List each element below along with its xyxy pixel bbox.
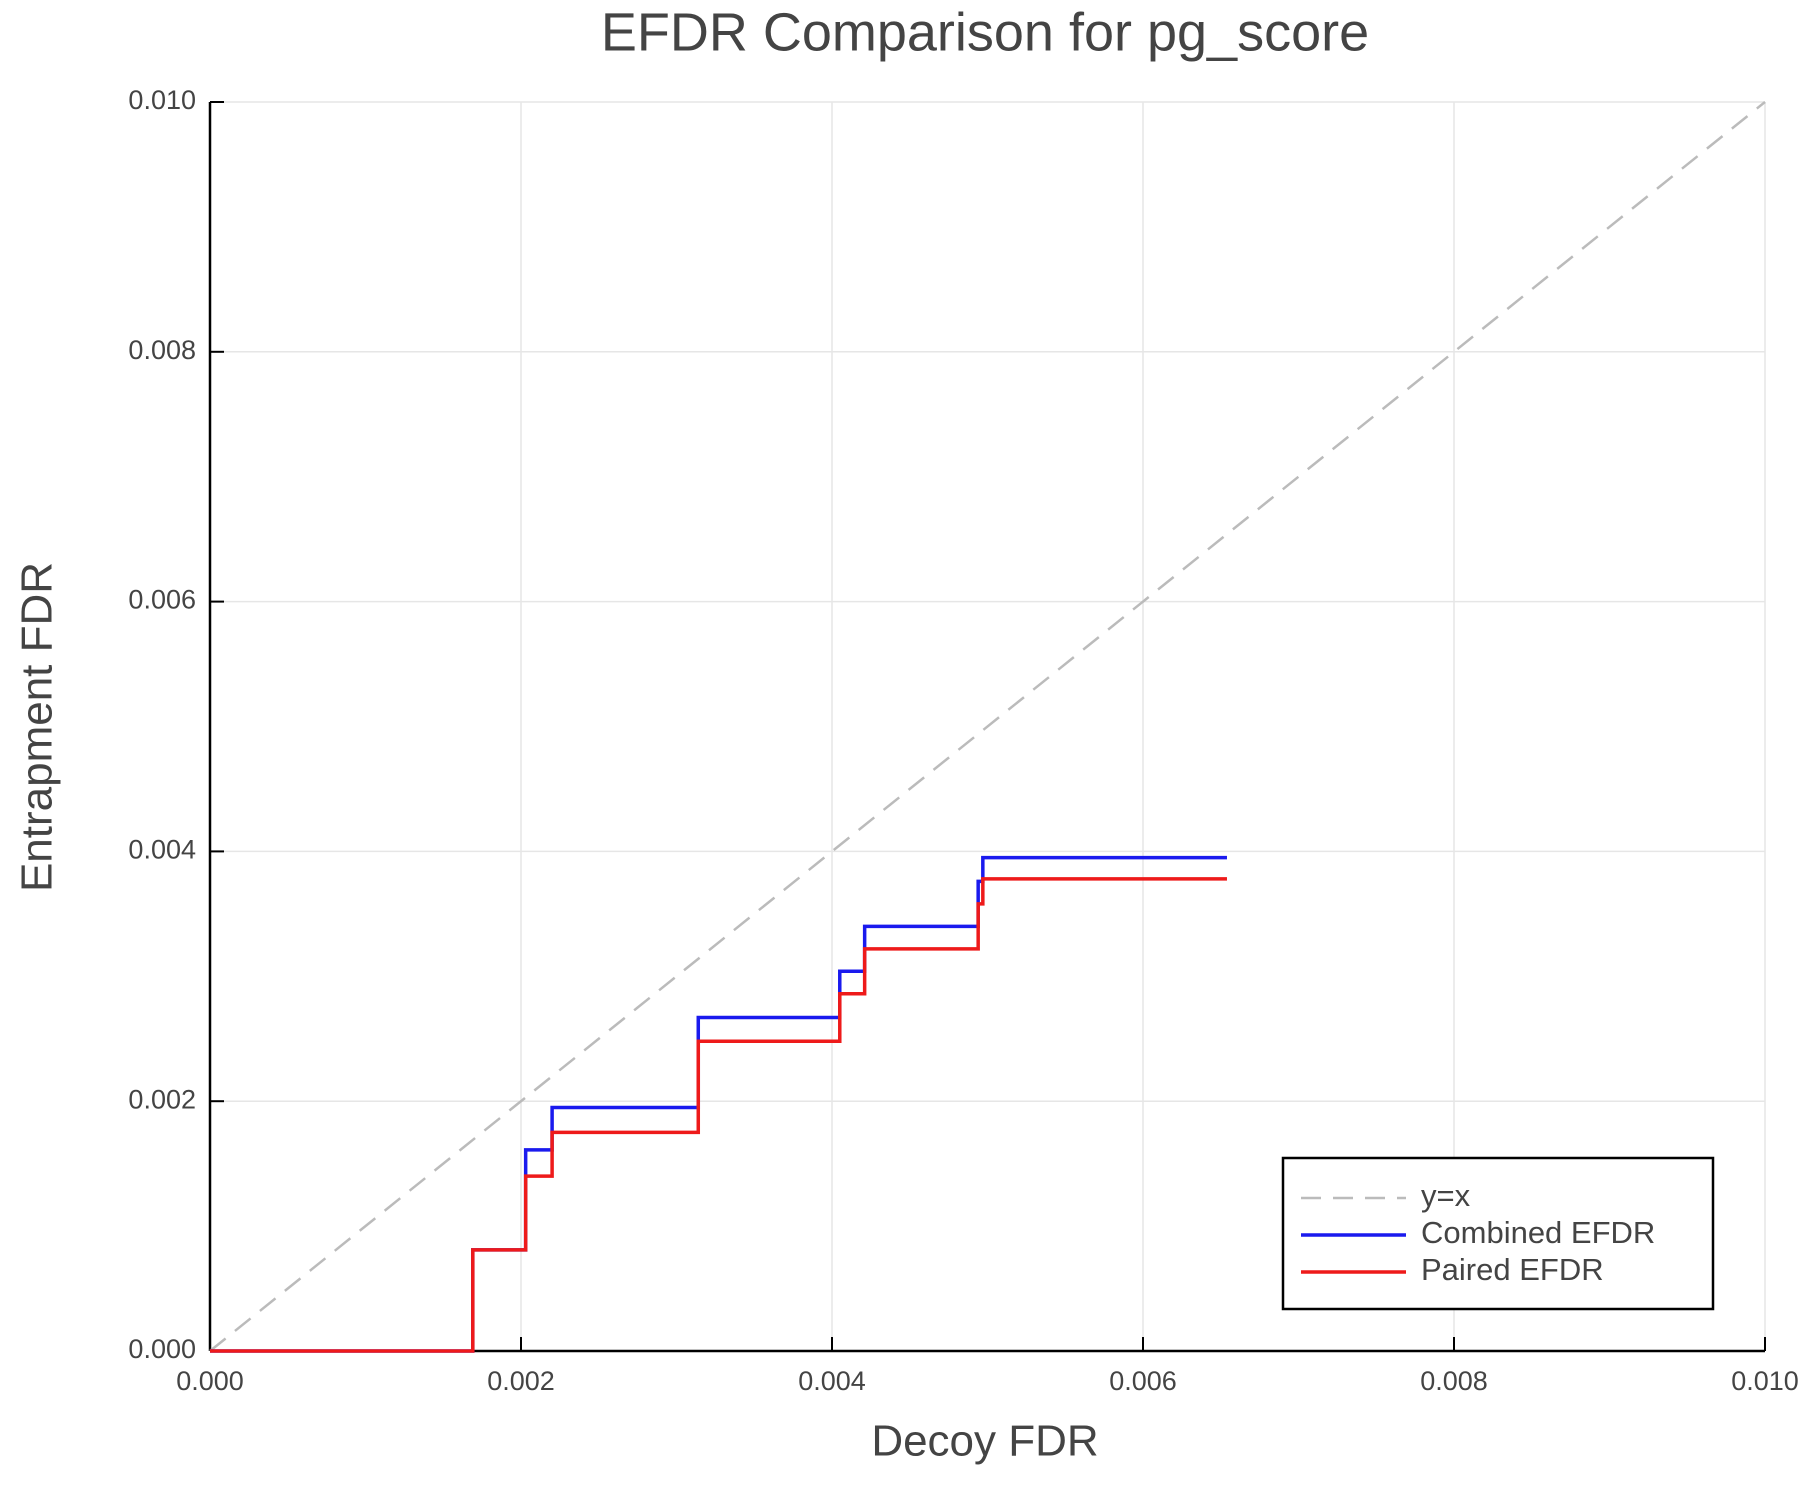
y-axis-label: Entrapment FDR [13,562,62,892]
x-axis-label: Decoy FDR [871,1417,1098,1466]
chart-title: EFDR Comparison for pg_score [601,2,1369,62]
y-tick-label: 0.010 [128,85,196,115]
legend-label: Combined EFDR [1421,1215,1655,1250]
y-tick-label: 0.006 [128,585,196,615]
x-tick-label: 0.008 [1420,1366,1488,1396]
y-tick-label: 0.008 [128,335,196,365]
series-line [210,855,1227,1353]
legend-label: Paired EFDR [1421,1252,1604,1287]
y-tick-label: 0.000 [128,1334,196,1364]
x-tick-label: 0.004 [798,1366,866,1396]
x-tick-label: 0.010 [1731,1366,1799,1396]
x-tick-label: 0.006 [1109,1366,1177,1396]
y-tick-label: 0.002 [128,1084,196,1114]
x-tick-label: 0.002 [487,1366,555,1396]
series-line [210,877,1227,1353]
series-line [209,101,1766,1352]
x-tick-label: 0.000 [176,1366,244,1396]
y-tick-label: 0.004 [128,835,196,865]
legend-label: y=x [1421,1178,1471,1213]
